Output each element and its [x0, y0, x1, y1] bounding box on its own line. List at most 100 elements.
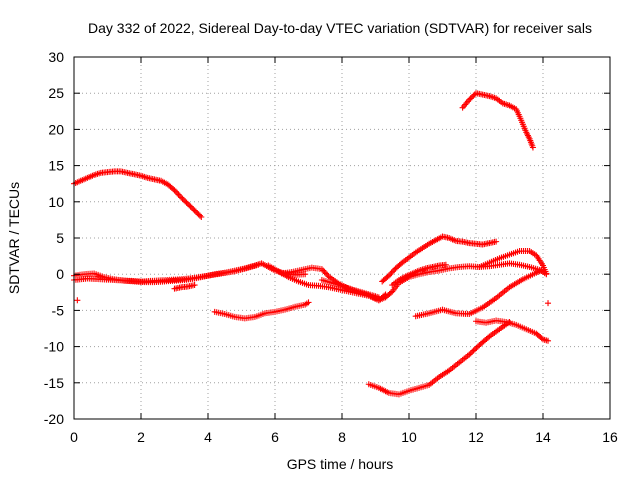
chart-title: Day 332 of 2022, Sidereal Day-to-day VTE… — [88, 20, 592, 36]
data-point — [466, 96, 473, 103]
data-point — [375, 294, 382, 301]
x-tick-label: 12 — [468, 429, 484, 445]
data-point — [468, 94, 475, 101]
y-tick-label: -15 — [44, 375, 64, 391]
data-point — [474, 343, 481, 350]
data-point — [545, 300, 552, 307]
data-point — [188, 204, 195, 211]
y-tick-label: 10 — [48, 194, 64, 210]
data-point — [170, 186, 177, 193]
data-point — [174, 190, 181, 197]
data-point — [493, 238, 500, 245]
data-point — [302, 271, 309, 278]
data-point — [192, 208, 199, 215]
data-point — [178, 194, 185, 201]
grid-layer — [74, 57, 610, 419]
data-point — [74, 297, 81, 304]
data-point — [196, 212, 203, 219]
data-point — [467, 95, 474, 102]
y-tick-label: -10 — [44, 339, 64, 355]
x-tick-label: 2 — [137, 429, 145, 445]
x-tick-label: 6 — [271, 429, 279, 445]
data-point — [442, 261, 449, 268]
data-point — [387, 271, 394, 278]
data-point — [190, 206, 197, 213]
series-arc-12 — [476, 248, 550, 277]
series-arc-10 — [389, 261, 449, 289]
data-point — [191, 207, 198, 214]
data-point — [171, 187, 178, 194]
data-point — [471, 91, 478, 98]
data-point — [506, 318, 513, 325]
data-point — [381, 292, 388, 299]
data-point — [175, 191, 182, 198]
data-point — [470, 347, 477, 354]
x-tick-label: 14 — [535, 429, 551, 445]
x-tick-label: 10 — [401, 429, 417, 445]
series-arc-1 — [71, 168, 205, 221]
data-point — [385, 272, 392, 279]
series-arc-8 — [318, 276, 382, 301]
data-point — [384, 273, 391, 280]
series-arc-6 — [265, 260, 550, 304]
y-tick-label: 30 — [48, 49, 64, 65]
data-point — [387, 289, 394, 296]
data-point — [529, 144, 536, 151]
data-point — [187, 203, 194, 210]
series-arc-11 — [459, 90, 536, 151]
y-tick-label: 5 — [56, 230, 64, 246]
data-point — [324, 271, 331, 278]
series-arc-14 — [473, 317, 552, 344]
series-arc-5 — [211, 299, 312, 322]
series-arc-16 — [74, 297, 552, 307]
data-point — [176, 193, 183, 200]
data-point — [391, 266, 398, 273]
data-point — [322, 270, 329, 277]
data-point — [473, 344, 480, 351]
data-point — [397, 260, 404, 267]
data-point — [305, 299, 312, 306]
data-point — [186, 202, 193, 209]
data-point — [469, 348, 476, 355]
series-arc-13 — [412, 266, 546, 320]
data-point — [180, 197, 187, 204]
x-tick-label: 8 — [338, 429, 346, 445]
data-point — [182, 198, 189, 205]
series-arc-4 — [171, 282, 198, 292]
data-point — [470, 92, 477, 99]
y-tick-label: 25 — [48, 85, 64, 101]
y-tick-label: 15 — [48, 158, 64, 174]
y-axis-label: SDTVAR / TECUs — [6, 182, 22, 294]
x-axis-label: GPS time / hours — [287, 456, 394, 472]
data-point — [389, 268, 396, 275]
data-point — [194, 210, 201, 217]
data-point — [179, 195, 186, 202]
data-point — [183, 199, 190, 206]
y-tick-label: 20 — [48, 121, 64, 137]
data-point — [320, 267, 327, 274]
tick-layer: 0 2 4 6 8 10 12 14 16 -20 -15 -10 -5 0 5 10 15 20 25 30 — [44, 49, 618, 445]
data-point — [321, 269, 328, 276]
series-arc-9 — [379, 233, 500, 285]
data-point — [545, 337, 552, 344]
data-point — [382, 291, 389, 298]
data-point — [191, 282, 198, 289]
y-tick-label: -20 — [44, 411, 64, 427]
data-point — [472, 346, 479, 353]
data-point — [184, 200, 191, 207]
data-point — [198, 214, 205, 221]
data-point — [538, 335, 545, 342]
data-point — [543, 270, 550, 277]
x-tick-label: 0 — [70, 429, 78, 445]
data-point — [255, 261, 262, 268]
data-point — [484, 334, 491, 341]
x-tick-label: 16 — [602, 429, 618, 445]
data-point — [318, 266, 325, 273]
series-layer — [71, 90, 552, 398]
y-tick-label: -5 — [52, 302, 65, 318]
data-point — [172, 188, 179, 195]
x-tick-label: 4 — [204, 429, 212, 445]
data-point — [195, 211, 202, 218]
